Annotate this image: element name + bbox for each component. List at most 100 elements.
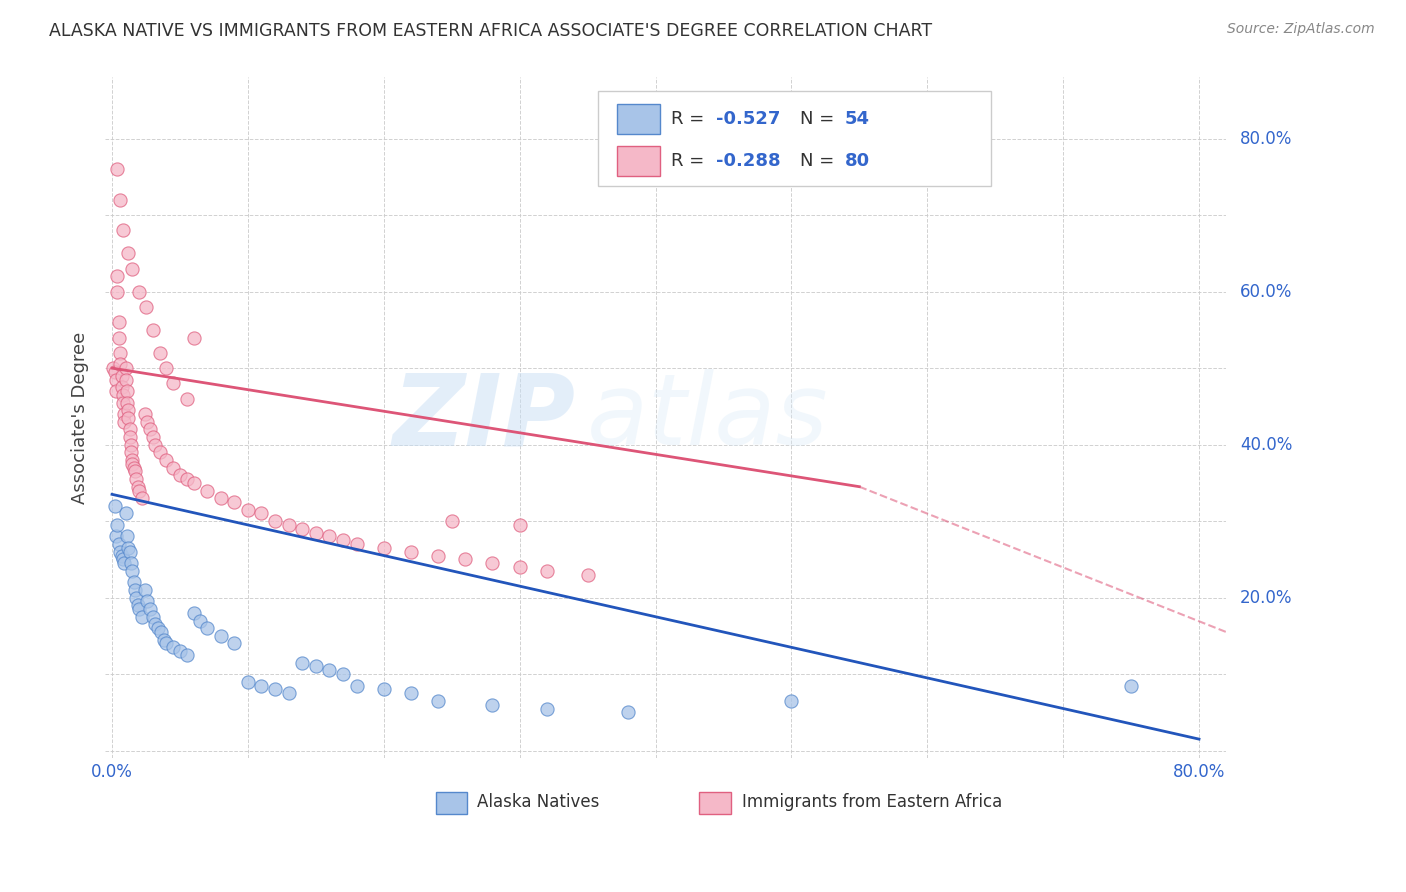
Text: 40.0%: 40.0%: [1240, 435, 1292, 454]
Text: -0.288: -0.288: [716, 152, 780, 169]
Point: [127, 599, 149, 613]
Point: [108, 193, 131, 207]
Point: [183, 606, 205, 620]
Point: [509, 560, 531, 574]
Point: [176, 472, 198, 486]
Point: [399, 686, 422, 700]
Point: [427, 549, 450, 563]
Point: [373, 541, 395, 555]
Point: [250, 507, 273, 521]
Point: [277, 686, 299, 700]
Point: [121, 457, 143, 471]
Point: [236, 502, 259, 516]
Point: [264, 682, 287, 697]
Point: [224, 495, 246, 509]
Point: [183, 330, 205, 344]
Point: [617, 706, 640, 720]
Point: [104, 365, 127, 379]
Point: [117, 403, 139, 417]
Text: Immigrants from Eastern Africa: Immigrants from Eastern Africa: [742, 794, 1002, 812]
Point: [120, 445, 142, 459]
Point: [136, 594, 159, 608]
Point: [103, 361, 125, 376]
Point: [305, 659, 328, 673]
Point: [224, 636, 246, 650]
Point: [105, 373, 128, 387]
Point: [122, 460, 145, 475]
Point: [112, 556, 135, 570]
Point: [105, 384, 128, 398]
Point: [481, 698, 503, 712]
Point: [122, 575, 145, 590]
Point: [277, 517, 299, 532]
Point: [110, 368, 132, 383]
Point: [142, 323, 165, 337]
Text: Alaska Natives: Alaska Natives: [478, 794, 600, 812]
Text: 20.0%: 20.0%: [1240, 589, 1292, 607]
Point: [107, 285, 129, 299]
Point: [110, 380, 132, 394]
Point: [117, 410, 139, 425]
Point: [427, 694, 450, 708]
Point: [149, 625, 172, 640]
Point: [107, 269, 129, 284]
Point: [110, 549, 132, 563]
Point: [117, 246, 139, 260]
Point: [142, 609, 165, 624]
Point: [115, 384, 138, 398]
Point: [162, 460, 184, 475]
Point: [169, 644, 191, 658]
Point: [195, 621, 218, 635]
FancyBboxPatch shape: [617, 104, 659, 134]
Point: [118, 545, 141, 559]
Point: [148, 346, 170, 360]
Point: [127, 480, 149, 494]
Point: [145, 617, 167, 632]
Text: 80.0%: 80.0%: [1240, 129, 1292, 148]
Point: [124, 582, 146, 597]
Point: [250, 679, 273, 693]
Point: [152, 632, 174, 647]
Text: 54: 54: [845, 111, 870, 128]
Point: [440, 514, 463, 528]
Point: [136, 415, 159, 429]
Point: [107, 517, 129, 532]
Point: [120, 437, 142, 451]
Y-axis label: Associate's Degree: Associate's Degree: [72, 332, 89, 504]
Point: [148, 445, 170, 459]
FancyBboxPatch shape: [599, 91, 991, 186]
Point: [176, 392, 198, 406]
Point: [134, 582, 156, 597]
Point: [128, 483, 150, 498]
Point: [188, 614, 211, 628]
Text: -0.527: -0.527: [716, 111, 780, 128]
FancyBboxPatch shape: [436, 792, 467, 814]
Point: [142, 430, 165, 444]
Point: [111, 223, 134, 237]
Point: [346, 679, 368, 693]
Point: [107, 315, 129, 329]
Point: [264, 514, 287, 528]
Point: [332, 667, 354, 681]
Point: [135, 300, 157, 314]
Point: [305, 525, 328, 540]
Point: [536, 701, 558, 715]
Point: [373, 682, 395, 697]
Point: [125, 591, 148, 605]
Point: [291, 656, 314, 670]
Point: [111, 552, 134, 566]
Text: 60.0%: 60.0%: [1240, 283, 1292, 301]
Point: [169, 468, 191, 483]
Point: [114, 361, 136, 376]
Point: [509, 517, 531, 532]
Point: [128, 602, 150, 616]
Point: [104, 499, 127, 513]
Point: [536, 564, 558, 578]
Point: [139, 602, 162, 616]
Point: [107, 537, 129, 551]
Point: [124, 464, 146, 478]
Point: [134, 407, 156, 421]
Point: [121, 453, 143, 467]
Point: [183, 475, 205, 490]
Text: atlas: atlas: [588, 369, 830, 467]
